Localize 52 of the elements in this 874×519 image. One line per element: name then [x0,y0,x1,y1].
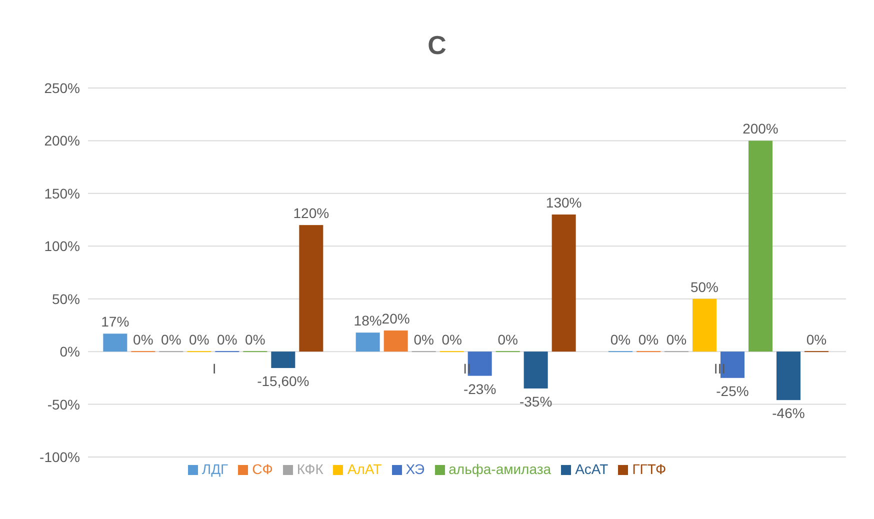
bar [776,352,800,400]
x-tick-label: I [212,360,216,377]
data-label: 0% [189,332,210,348]
legend-label: АлАТ [347,461,382,477]
data-label: 0% [161,332,182,348]
y-tick-label: 100% [44,238,80,254]
bar [299,225,324,352]
legend-label: КФК [296,461,324,477]
legend-label: альфа-амилаза [448,461,552,477]
bar [384,330,408,352]
bar [271,352,296,368]
data-label: 0% [414,332,434,348]
y-tick-label: 0% [60,344,80,360]
y-tick-label: 50% [52,290,80,307]
bar [524,352,548,388]
data-label: -23% [463,380,496,397]
data-label: 50% [690,278,719,295]
data-label: 200% [742,120,778,137]
legend-label: СФ [252,461,273,477]
legend-label: ГГТФ [632,461,666,477]
data-label: 0% [442,332,462,348]
legend-label: ХЭ [406,461,425,477]
y-tick-label: 200% [44,132,80,149]
data-label: -15,60% [257,373,310,390]
data-label: 0% [133,332,154,348]
data-label: 0% [498,332,518,348]
data-label: 0% [806,332,827,348]
legend-label: АсАТ [575,461,608,477]
y-tick-label: 250% [44,80,80,96]
bar [692,298,716,352]
legend-label: ЛДГ [202,461,228,477]
bar [356,332,380,352]
data-label: 0% [610,332,631,348]
data-label: 130% [546,194,582,211]
bar [748,140,772,352]
data-label: 0% [638,332,659,348]
data-label: 0% [245,332,266,348]
y-tick-label: -100% [40,448,80,465]
bar [552,214,576,352]
y-tick-label: -50% [47,396,80,412]
data-label: 17% [101,314,130,330]
data-label: -46% [772,405,805,422]
data-label: 18% [354,312,382,329]
data-label: -25% [716,382,749,399]
data-label: 20% [382,310,410,326]
chart-title: С [426,30,448,61]
data-label: 120% [293,205,330,222]
y-tick-label: 150% [44,185,80,202]
bar [103,334,128,352]
data-label: 0% [666,332,687,348]
data-label: -35% [519,393,552,410]
data-label: 0% [217,332,238,348]
